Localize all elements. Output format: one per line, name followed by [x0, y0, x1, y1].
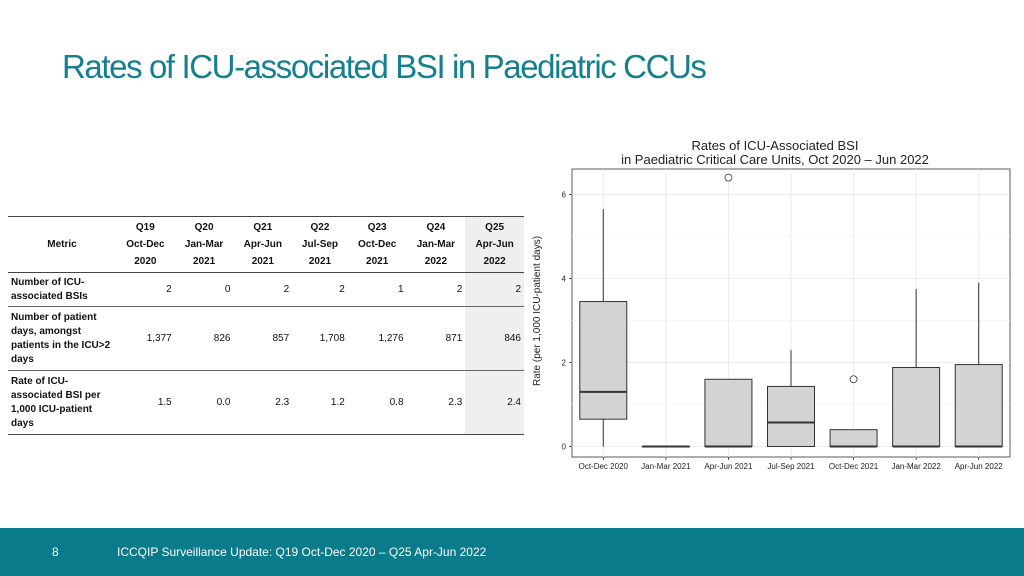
col-months: Oct-Dec: [126, 239, 165, 250]
table-cell: 2.3: [275, 396, 290, 408]
table-cell: 871: [445, 332, 463, 344]
col-quarter: Q23: [367, 222, 387, 233]
col-header-q24: Q24 Jan-Mar 2022: [407, 217, 466, 273]
col-year: 2021: [251, 256, 274, 267]
table-row: Number of patient days, amongst patients…: [8, 306, 524, 371]
box-iqr: [579, 301, 628, 420]
table-cell: 0.0: [216, 396, 231, 408]
col-months: Oct-Dec: [357, 239, 397, 250]
slide-title: Rates of ICU-associated BSI in Paediatri…: [62, 48, 707, 85]
table-cell: 1.2: [330, 396, 345, 408]
x-tick-label: Oct-Dec 2021: [829, 462, 879, 471]
table-cell: 2: [456, 283, 463, 295]
box-iqr: [954, 364, 1003, 447]
table-cell: 2.3: [448, 396, 463, 408]
col-months: Jan-Mar: [416, 239, 456, 250]
table-cell: 826: [213, 332, 231, 344]
outlier-point: [724, 173, 733, 182]
table-cell: 1.5: [157, 396, 172, 408]
page-number: 8: [52, 545, 59, 559]
table-cell: 1,708: [319, 332, 345, 344]
footer-text: ICCQIP Surveillance Update: Q19 Oct-Dec …: [117, 545, 487, 559]
y-tick-label: 6: [562, 190, 567, 199]
col-quarter: Q25: [485, 222, 505, 233]
table-row: Rate of ICU-associated BSI per 1,000 ICU…: [8, 370, 524, 435]
col-quarter: Q24: [426, 222, 446, 233]
col-year: 2022: [483, 256, 506, 267]
col-months: Apr-Jun: [243, 239, 282, 250]
col-header-q23: Q23 Oct-Dec 2021: [348, 217, 407, 273]
col-header-q20: Q20 Jan-Mar 2021: [175, 217, 234, 273]
y-tick-label: 0: [562, 442, 567, 451]
col-header-q21: Q21 Apr-Jun 2021: [233, 217, 292, 273]
box-iqr: [892, 367, 941, 447]
col-quarter: Q22: [310, 222, 330, 233]
col-quarter: Q20: [194, 222, 214, 233]
table-cell: 2: [283, 283, 290, 295]
box-iqr: [829, 429, 878, 447]
col-quarter: Q19: [135, 222, 155, 233]
row-label: Number of patient days, amongst patients…: [11, 311, 111, 365]
y-tick-label: 4: [562, 274, 567, 283]
metrics-table: Metric Q19 Oct-Dec 2020 Q20 Jan-Mar 2021 Q21…: [8, 216, 524, 435]
table-cell: 2: [166, 283, 172, 295]
chart-title: Rates of ICU-Associated BSI: [692, 138, 859, 153]
table-row: Number of ICU-associated BSIs 2 0 2 2 1 …: [8, 272, 524, 307]
row-label: Rate of ICU-associated BSI per 1,000 ICU…: [11, 375, 101, 429]
col-year: 2022: [424, 256, 448, 267]
y-axis-label: Rate (per 1,000 ICU-patient days): [532, 236, 543, 386]
x-tick-label: Apr-Jun 2022: [955, 462, 1004, 471]
table-cell: 0.8: [389, 396, 404, 408]
col-months: Jul-Sep: [301, 239, 339, 250]
table-cell: 0: [224, 283, 231, 295]
table-cell: 2: [465, 272, 524, 307]
col-header-q25: Q25 Apr-Jun 2022: [465, 216, 524, 273]
col-header-q19: Q19 Oct-Dec 2020: [116, 217, 175, 273]
col-quarter: Q21: [253, 222, 273, 233]
x-tick-label: Jul-Sep 2021: [767, 462, 815, 471]
footer-bar: 8 ICCQIP Surveillance Update: Q19 Oct-De…: [0, 528, 1024, 576]
outlier-point: [849, 375, 858, 384]
box-iqr: [767, 385, 815, 447]
boxplot-chart: Rates of ICU-Associated BSI in Paediatric…: [528, 132, 1018, 477]
table-cell: 1,377: [146, 332, 172, 344]
col-header-q22: Q22 Jul-Sep 2021: [292, 217, 348, 273]
metric-header: Metric: [47, 239, 77, 250]
col-year: 2021: [308, 256, 332, 267]
row-label: Number of ICU-associated BSIs: [11, 276, 88, 302]
table-cell: 857: [272, 332, 290, 344]
table-cell: 1: [397, 283, 404, 295]
x-tick-label: Jan-Mar 2021: [641, 462, 691, 471]
col-year: 2021: [366, 256, 389, 267]
table-header-row: Metric Q19 Oct-Dec 2020 Q20 Jan-Mar 2021 Q21…: [8, 216, 524, 273]
chart-subtitle: in Paediatric Critical Care Units, Oct 2…: [621, 152, 929, 167]
table-cell: 2: [339, 283, 345, 295]
box-iqr: [704, 378, 753, 447]
col-year: 2020: [134, 256, 157, 267]
x-tick-label: Oct-Dec 2020: [579, 462, 629, 471]
col-months: Jan-Mar: [184, 239, 224, 250]
x-tick-label: Jan-Mar 2022: [891, 462, 941, 471]
table-cell: 2.4: [465, 370, 524, 435]
table-cell: 846: [465, 306, 524, 371]
y-tick-label: 2: [562, 358, 567, 367]
col-year: 2021: [192, 256, 216, 267]
table-cell: 1,276: [378, 332, 404, 344]
col-months: Apr-Jun: [475, 239, 514, 250]
x-tick-label: Apr-Jun 2021: [704, 462, 753, 471]
